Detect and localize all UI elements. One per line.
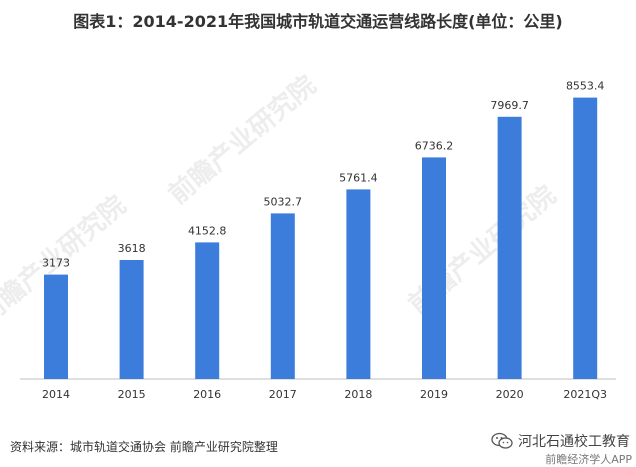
- bar-2015: [119, 260, 144, 379]
- bar-2020: [497, 116, 522, 380]
- bar-series: [44, 97, 598, 380]
- value-label-2018: 5761.4: [339, 171, 378, 184]
- chart-title: 图表1：2014-2021年我国城市轨道交通运营线路长度(单位：公里): [73, 12, 563, 31]
- x-tick-2020: 2020: [496, 388, 524, 401]
- brand-badge: 河北石通校工教育: [491, 431, 630, 451]
- value-label-2014: 3173: [42, 257, 70, 270]
- x-tick-2017: 2017: [269, 388, 297, 401]
- bar-2018: [346, 189, 371, 379]
- value-label-2020: 7969.7: [490, 99, 529, 112]
- bar-2021Q3: [573, 97, 598, 379]
- x-tick-2014: 2014: [42, 388, 70, 401]
- x-tick-2016: 2016: [193, 388, 221, 401]
- source-note: 资料来源：城市轨道交通协会 前瞻产业研究院整理: [10, 440, 278, 454]
- x-tick-labels: 2014 2015 2016 2017 2018 2019 2020 2021Q3: [42, 388, 607, 401]
- x-tick-2021Q3: 2021Q3: [563, 388, 607, 401]
- value-label-2019: 6736.2: [415, 139, 454, 152]
- brand-name: 河北石通校工教育: [518, 434, 630, 450]
- bar-2014: [44, 274, 68, 379]
- bar-2016: [195, 242, 220, 379]
- wechat-icon: [491, 432, 513, 449]
- x-tick-2019: 2019: [420, 388, 448, 401]
- x-tick-2015: 2015: [118, 388, 146, 401]
- bar-2019: [422, 157, 446, 379]
- bar-2017: [270, 213, 295, 379]
- value-labels: 3173 3618 4152.8 5032.7 5761.4 6736.2 7969.7 85…: [42, 80, 604, 270]
- value-label-2015: 3618: [118, 242, 146, 255]
- value-label-2017: 5032.7: [264, 195, 303, 208]
- value-label-2016: 4152.8: [188, 224, 227, 237]
- value-label-2021Q3: 8553.4: [566, 80, 605, 93]
- x-tick-2018: 2018: [344, 388, 372, 401]
- brand-subtitle: 前瞻经济学人APP: [545, 453, 632, 466]
